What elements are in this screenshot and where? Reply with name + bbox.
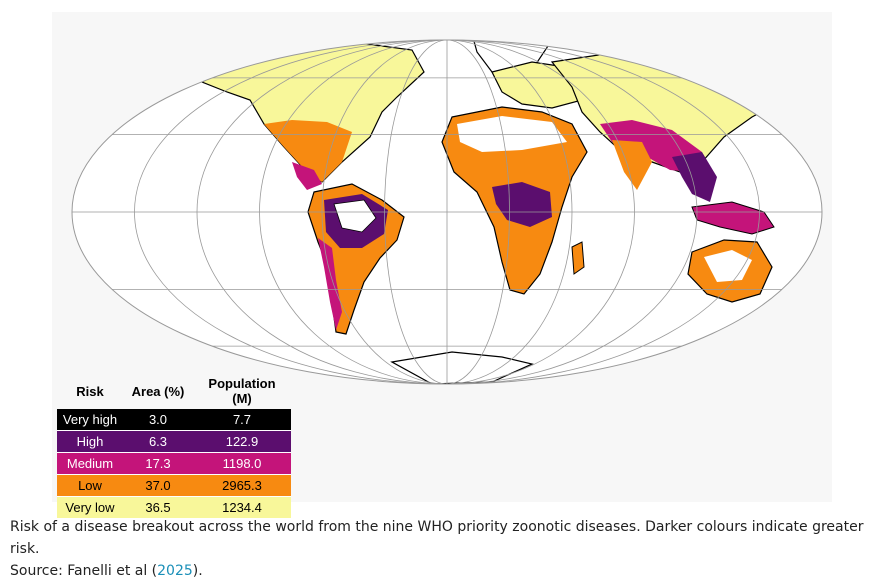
madagascar-landmass xyxy=(571,241,585,275)
legend-header-risk: Risk xyxy=(76,383,104,399)
map-figure: Risk Area (%) Population (M) Very high 3… xyxy=(52,12,832,519)
india-low-risk xyxy=(612,140,652,190)
legend-risk-cell: Very high xyxy=(57,409,123,431)
legend-population-cell: 1234.4 xyxy=(193,496,291,519)
legend-row: High 6.3 122.9 xyxy=(57,430,291,453)
central-africa-high-risk xyxy=(492,182,552,227)
legend-population-cell: 1198.0 xyxy=(193,452,291,475)
legend-area-cell: 3.0 xyxy=(123,409,193,431)
legend-header-population: Population (M) xyxy=(208,376,276,406)
legend-row: Medium 17.3 1198.0 xyxy=(57,452,291,475)
antarctica-landmass xyxy=(390,351,534,384)
legend-population-cell: 7.7 xyxy=(193,409,291,431)
legend-row: Very low 36.5 1234.4 xyxy=(57,496,291,519)
source-link[interactable]: 2025 xyxy=(157,563,193,579)
legend-population-cell: 122.9 xyxy=(193,430,291,453)
caption-text: Risk of a disease breakout across the wo… xyxy=(10,519,864,557)
legend-risk-cell: Low xyxy=(57,474,123,497)
figure-caption: Risk of a disease breakout across the wo… xyxy=(10,516,870,582)
caption-source: Source: Fanelli et al (2025). xyxy=(10,560,870,582)
legend-row: Very high 3.0 7.7 xyxy=(57,409,291,431)
legend-risk-cell: High xyxy=(57,430,123,453)
legend-body: Very high 3.0 7.7 High 6.3 122.9 Medium … xyxy=(57,409,291,519)
sahara-low-risk-area xyxy=(457,116,567,152)
source-prefix: Source: Fanelli et al ( xyxy=(10,563,158,579)
north-america-low-risk xyxy=(264,120,352,182)
central-america-medium-risk xyxy=(292,162,322,190)
legend-risk-cell: Very low xyxy=(57,496,123,519)
land-masses xyxy=(200,40,799,384)
globe-outline xyxy=(71,39,823,385)
amazon-very-high-risk xyxy=(333,199,377,233)
legend-risk-cell: Medium xyxy=(57,452,123,475)
legend-header-row: Risk Area (%) Population (M) xyxy=(57,372,291,409)
new-zealand-landmass xyxy=(783,299,799,319)
indonesia-landmass xyxy=(691,201,775,235)
andes-medium-risk xyxy=(318,238,342,330)
legend-area-cell: 37.0 xyxy=(123,474,193,497)
world-risk-map xyxy=(71,39,823,385)
southeast-asia-high-risk xyxy=(672,152,717,202)
legend-area-cell: 17.3 xyxy=(123,452,193,475)
source-suffix: ). xyxy=(192,563,203,579)
legend-area-cell: 36.5 xyxy=(123,496,193,519)
legend-row: Low 37.0 2965.3 xyxy=(57,474,291,497)
legend-area-cell: 6.3 xyxy=(123,430,193,453)
legend-header-area: Area (%) xyxy=(131,383,185,399)
risk-legend-table: Risk Area (%) Population (M) Very high 3… xyxy=(57,372,291,519)
legend-population-cell: 2965.3 xyxy=(193,474,291,497)
australia-interior xyxy=(704,250,752,282)
